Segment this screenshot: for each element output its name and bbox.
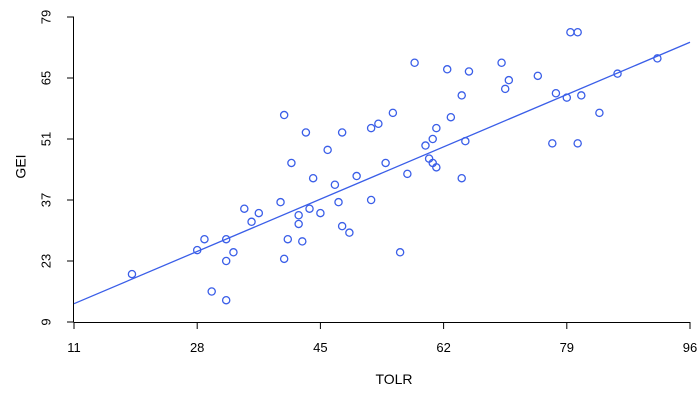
data-point xyxy=(410,58,419,68)
data-point xyxy=(298,237,307,246)
y-axis-ticks: 9 23 37 51 65 79 xyxy=(38,10,74,326)
x-axis-title: TOLR xyxy=(375,371,412,387)
data-point xyxy=(653,54,662,63)
data-point xyxy=(428,134,437,144)
y-tick-label: 65 xyxy=(38,71,53,85)
data-point xyxy=(207,287,216,296)
x-tick-label: 28 xyxy=(190,340,204,355)
data-point xyxy=(366,123,376,133)
data-point xyxy=(573,139,582,148)
data-point xyxy=(573,27,582,37)
x-axis-ticks: 11 28 45 62 79 96 xyxy=(67,322,697,355)
y-axis-title: GEI xyxy=(13,154,29,178)
data-point xyxy=(221,295,231,305)
data-point xyxy=(279,254,289,264)
data-point xyxy=(366,195,376,205)
data-point xyxy=(374,119,383,129)
data-point xyxy=(192,245,202,255)
y-tick-label: 51 xyxy=(38,132,53,146)
data-point xyxy=(577,91,586,100)
x-tick-label: 62 xyxy=(436,340,450,355)
data-point xyxy=(595,108,604,118)
data-point xyxy=(334,197,343,207)
data-point xyxy=(566,27,575,37)
data-point xyxy=(301,128,311,137)
y-tick-label: 79 xyxy=(38,10,53,24)
data-point xyxy=(388,108,398,118)
data-point xyxy=(247,217,256,227)
data-point xyxy=(229,248,238,257)
data-point xyxy=(283,234,293,244)
data-point xyxy=(294,219,303,229)
data-point xyxy=(240,204,249,213)
data-point xyxy=(562,93,572,102)
data-point xyxy=(287,158,296,168)
data-point xyxy=(446,112,456,122)
data-point xyxy=(551,89,561,98)
y-tick-label: 9 xyxy=(38,318,53,325)
x-tick-label: 11 xyxy=(67,340,81,355)
data-point xyxy=(613,69,622,78)
x-tick-label: 96 xyxy=(683,340,697,355)
data-point xyxy=(548,139,557,148)
data-point xyxy=(442,65,452,74)
y-tick-label: 37 xyxy=(38,193,53,207)
data-point xyxy=(316,208,325,218)
data-point xyxy=(352,171,361,181)
data-point xyxy=(395,248,405,257)
data-point xyxy=(276,197,285,207)
data-point xyxy=(497,58,506,68)
data-point xyxy=(381,158,390,168)
data-point xyxy=(345,228,354,237)
data-point xyxy=(221,256,231,266)
y-tick-label: 23 xyxy=(38,254,53,268)
data-point xyxy=(294,210,303,220)
data-points xyxy=(127,27,662,305)
data-point xyxy=(330,180,340,189)
data-point xyxy=(533,71,543,81)
x-tick-label: 79 xyxy=(560,340,574,355)
data-point xyxy=(464,67,474,76)
data-point xyxy=(221,234,231,244)
data-point xyxy=(457,173,466,183)
data-point xyxy=(500,84,510,94)
data-point xyxy=(421,141,430,150)
data-point xyxy=(279,110,289,120)
data-point xyxy=(308,173,318,183)
x-tick-label: 45 xyxy=(313,340,327,355)
data-point xyxy=(337,221,347,231)
data-point xyxy=(403,169,412,179)
data-point xyxy=(254,208,264,218)
regression-line xyxy=(73,41,691,305)
data-point xyxy=(323,145,332,155)
data-point xyxy=(337,128,347,137)
data-point xyxy=(305,204,314,213)
data-point xyxy=(504,75,514,85)
data-point xyxy=(461,136,470,146)
data-point xyxy=(432,163,441,172)
data-point xyxy=(127,269,137,279)
plot-frame xyxy=(73,17,690,323)
data-point xyxy=(457,91,466,100)
data-point xyxy=(432,123,441,133)
data-point xyxy=(200,234,209,244)
